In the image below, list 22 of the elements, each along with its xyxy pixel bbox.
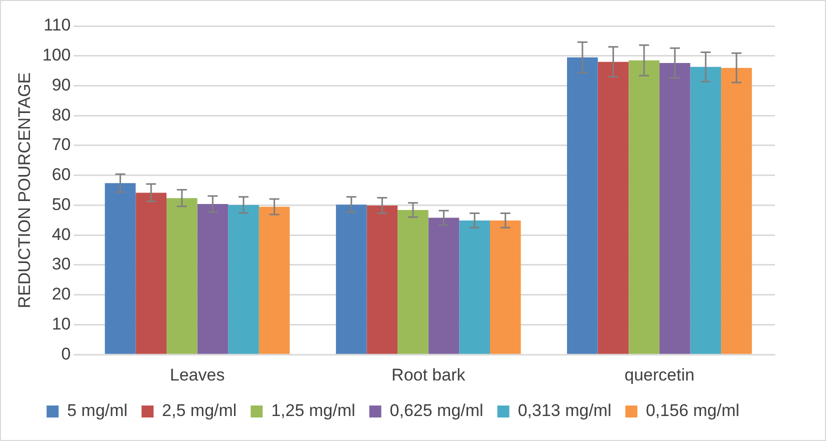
x-tick-label: Root bark xyxy=(392,365,466,384)
legend-label: 0,313 mg/ml xyxy=(518,401,612,420)
y-tick-label: 60 xyxy=(52,165,71,184)
y-tick-label: 0 xyxy=(61,344,71,364)
legend-label: 0,156 mg/ml xyxy=(646,401,740,420)
x-tick-label: quercetin xyxy=(624,365,694,384)
y-axis-title: REDUCTION POURCENTAGE xyxy=(14,72,34,308)
legend-label: 5 mg/ml xyxy=(67,401,128,420)
y-tick-label: 80 xyxy=(52,105,71,124)
legend-label: 1,25 mg/ml xyxy=(271,401,356,420)
y-tick-label: 90 xyxy=(52,75,71,94)
y-tick-label: 20 xyxy=(52,284,71,304)
y-tick-label: 50 xyxy=(52,194,71,214)
y-tick-label: 30 xyxy=(52,254,71,274)
y-tick-label: 40 xyxy=(52,224,71,244)
y-tick-label: 10 xyxy=(52,314,71,334)
y-tick-label: 70 xyxy=(52,135,71,154)
legend-label: 2,5 mg/ml xyxy=(162,401,237,420)
y-tick-label: 100 xyxy=(42,46,71,65)
legend-label: 0,625 mg/ml xyxy=(390,401,484,420)
x-tick-label: Leaves xyxy=(170,365,225,384)
y-tick-label: 110 xyxy=(44,16,71,35)
